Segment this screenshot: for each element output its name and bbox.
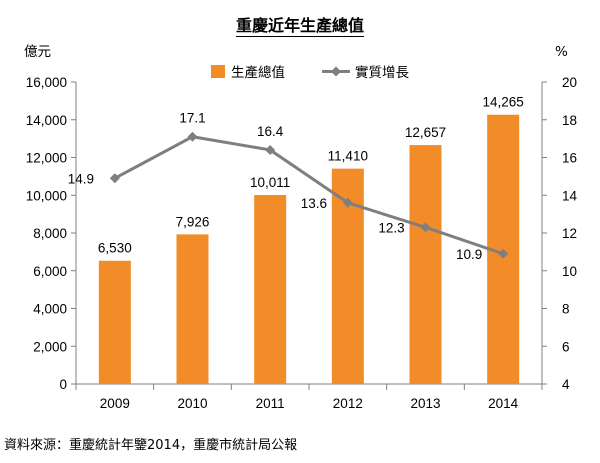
right-axis-tick-label: 10: [562, 264, 577, 279]
x-axis-tick-label: 2014: [488, 396, 519, 411]
right-axis-tick-label: 6: [562, 339, 570, 354]
legend-swatch-gdp: [211, 65, 225, 78]
x-axis-tick-label: 2010: [177, 396, 207, 411]
legend-swatch-growth-marker: [331, 66, 341, 77]
left-axis-tick-label: 0: [59, 377, 67, 392]
bar-2013: [409, 145, 442, 384]
left-axis-unit: 億元: [24, 44, 51, 60]
right-axis-tick-label: 20: [562, 75, 577, 90]
growth-marker-2009: [109, 173, 120, 184]
bar-value-label: 6,530: [98, 241, 132, 256]
bar-2010: [176, 234, 209, 384]
bar-2009: [98, 260, 131, 384]
source-note: 資料來源：重慶統計年鑒2014，重慶市統計局公報: [4, 438, 298, 453]
right-axis-tick-label: 14: [562, 188, 578, 203]
right-axis-tick-label: 16: [562, 151, 577, 166]
left-axis-tick-label: 10,000: [26, 188, 67, 203]
right-axis-tick-label: 12: [562, 226, 577, 241]
left-axis-tick-label: 6,000: [33, 264, 67, 279]
growth-value-label: 12.3: [378, 220, 404, 235]
growth-value-label: 17.1: [179, 111, 205, 126]
chart-title: 重慶近年生產總值: [0, 12, 600, 37]
right-axis-tick-label: 8: [562, 302, 570, 317]
bar-2011: [254, 195, 287, 384]
x-axis-tick-label: 2009: [100, 396, 130, 411]
right-axis-tick-label: 18: [562, 113, 577, 128]
x-axis-tick-label: 2013: [410, 396, 440, 411]
growth-marker-2011: [265, 144, 276, 155]
bar-value-label: 7,926: [176, 214, 210, 229]
chart-title-text: 重慶近年生產總值: [235, 16, 364, 37]
bar-value-label: 10,011: [250, 175, 290, 190]
growth-marker-2010: [187, 131, 198, 142]
right-axis-unit: %: [555, 44, 568, 60]
growth-line: [114, 135, 504, 256]
growth-marker-2012: [342, 197, 353, 208]
x-axis-tick-label: 2012: [333, 396, 363, 411]
bar-value-label: 12,657: [405, 125, 446, 140]
x-axis-tick-label: 2011: [256, 396, 285, 411]
bar-value-label: 14,265: [483, 95, 524, 110]
growth-value-label: 10.9: [456, 247, 482, 262]
bar-value-label: 11,410: [328, 149, 368, 164]
left-axis-tick-label: 16,000: [26, 75, 67, 90]
legend-label-growth: 實質增長: [355, 64, 409, 81]
growth-marker-2013: [420, 222, 431, 233]
left-axis-tick-label: 8,000: [33, 226, 67, 241]
left-axis-tick-label: 12,000: [26, 151, 67, 166]
growth-value-label: 14.9: [68, 171, 94, 186]
growth-value-label: 13.6: [301, 196, 327, 211]
left-axis-tick-label: 4,000: [33, 302, 67, 317]
right-axis-tick-label: 4: [562, 377, 570, 392]
left-axis-tick-label: 2,000: [33, 339, 67, 354]
legend-label-gdp: 生產總值: [231, 64, 285, 81]
growth-marker-2014: [498, 248, 509, 259]
growth-value-label: 16.4: [257, 124, 284, 139]
left-axis-tick-label: 14,000: [26, 113, 67, 128]
